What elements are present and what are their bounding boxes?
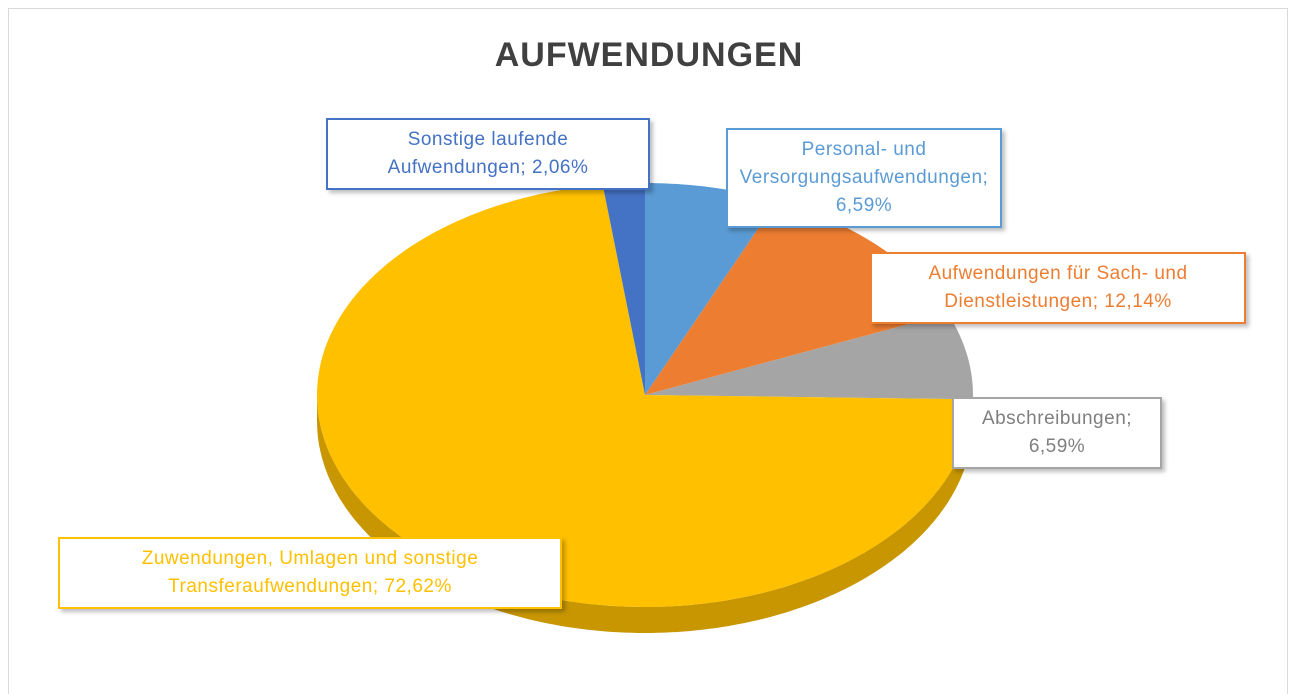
slice — [645, 183, 777, 395]
label-separator: ; — [982, 167, 989, 188]
data-label: Abschreibungen; 6,59% — [952, 397, 1162, 469]
label-value: 2,06% — [531, 157, 589, 178]
label-category: Zuwendungen, Umlagen und sonstige Transf… — [141, 548, 479, 597]
chart-frame — [8, 8, 1288, 694]
data-label: Personal- und Versorgungsaufwendungen; 6… — [726, 128, 1002, 228]
data-label: Aufwendungen für Sach- und Dienstleistun… — [870, 252, 1246, 324]
label-category: Aufwendungen für Sach- und Dienstleistun… — [928, 263, 1188, 312]
label-value: 6,59% — [835, 195, 893, 216]
slice — [317, 184, 973, 608]
data-label: Zuwendungen, Umlagen und sonstige Transf… — [58, 537, 562, 609]
label-value: 72,62% — [384, 576, 452, 597]
label-separator: ; — [1092, 291, 1099, 312]
chart-title: AUFWENDUNGEN — [494, 36, 804, 74]
slice — [602, 183, 645, 395]
slice — [645, 313, 973, 400]
data-label: Sonstige laufende Aufwendungen; 2,06% — [326, 118, 650, 190]
label-category: Personal- und Versorgungsaufwendungen — [739, 139, 983, 188]
label-value: 6,59% — [1028, 436, 1086, 457]
label-category: Sonstige laufende Aufwendungen — [387, 129, 569, 178]
label-separator: ; — [1126, 408, 1133, 429]
label-separator: ; — [372, 576, 379, 597]
slice — [645, 200, 948, 395]
label-category: Abschreibungen — [981, 408, 1127, 429]
label-separator: ; — [520, 157, 527, 178]
label-value: 12,14% — [1104, 291, 1172, 312]
